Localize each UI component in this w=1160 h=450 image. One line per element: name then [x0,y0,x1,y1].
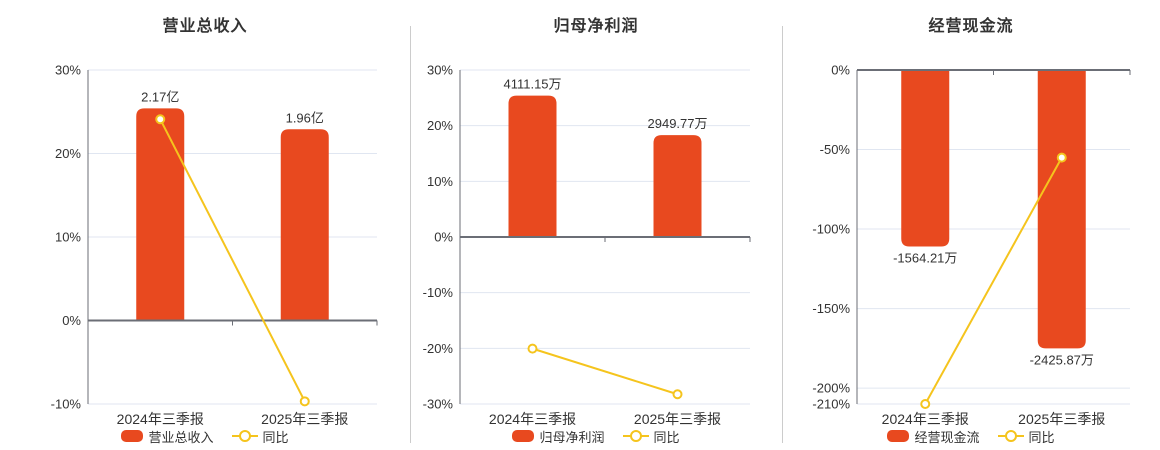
y-tick-label: 30% [427,63,453,78]
x-category-label: 2025年三季报 [261,411,348,427]
y-tick-label: 20% [427,118,453,133]
revenue-chart-panel: 营业总收入 30% 20% 10% 0% -10% 2.17亿 1.96亿 2024年三季报 2… [0,0,410,450]
bar-series-label: 归母净利润 [539,429,605,445]
y-tick-label: 20% [55,146,81,161]
line-series-marker-icon [622,430,649,443]
yoy-line [159,118,306,402]
x-category-label: 2024年三季报 [882,411,969,427]
line-series-label: 同比 [262,429,289,445]
yoy-line-point[interactable] [672,389,683,400]
bar-2024年三季报[interactable] [508,95,557,238]
bar-value-label: 4111.15万 [503,77,561,92]
y-tick-label: 30% [55,63,81,78]
y-tick-label: -210% [812,397,850,412]
legend-item-line-series[interactable]: 同比 [997,427,1055,446]
y-tick-label: 10% [55,230,81,245]
x-category-label: 2025年三季报 [1018,411,1105,427]
bar-series-swatch [887,430,910,442]
y-tick-label: -50% [820,142,851,157]
bar-2025年三季报[interactable] [653,135,702,237]
net-profit-chart-title: 归母净利润 [553,18,639,35]
bar-2024年三季报[interactable] [901,70,950,247]
cash-flow-chart-legend: 经营现金流 同比 [782,427,1160,445]
yoy-line-point[interactable] [920,399,931,409]
y-tick-label: -20% [423,341,454,356]
bar-value-label: 1.96亿 [286,110,324,125]
bar-value-label: -1564.21万 [893,251,957,266]
y-tick-label: 10% [427,174,453,189]
y-tick-label: 0% [62,313,81,328]
y-tick-label: -30% [423,397,454,412]
y-tick-label: -10% [51,397,82,412]
bar-2024年三季报[interactable] [136,108,185,321]
yoy-line-point[interactable] [155,114,166,125]
bar-2025年三季报[interactable] [1037,70,1086,349]
legend-item-bar-series[interactable]: 归母净利润 [512,427,605,446]
legend-item-bar-series[interactable]: 经营现金流 [887,427,980,446]
revenue-chart-plot: 30% 20% 10% 0% -10% 2.17亿 1.96亿 2024年三季报 2025年三季… [51,63,378,427]
legend-item-line-series[interactable]: 同比 [622,427,680,446]
bar-series-swatch [512,430,535,442]
cash-flow-chart-plot: 0% -50% -100% -150% -200%-210% -1564.21万 -2425… [812,63,1131,427]
bar-series-swatch [121,430,144,442]
bar-series-label: 营业总收入 [148,429,214,445]
y-tick-label: -100% [812,222,850,237]
yoy-line-point[interactable] [527,343,538,354]
legend-item-line-series[interactable]: 同比 [231,427,289,446]
y-tick-label: 0% [434,230,453,245]
yoy-line-point[interactable] [299,396,310,407]
line-series-label: 同比 [653,429,680,445]
net-profit-chart-legend: 归母净利润 同比 [410,427,782,445]
legend-item-bar-series[interactable]: 营业总收入 [121,427,214,446]
bar-value-label: 2949.77万 [648,116,708,131]
y-tick-label: -150% [812,301,850,316]
yoy-line [924,157,1063,405]
net-profit-chart-panel: 归母净利润 30% 20% 10% 0% -10% -20% -30% 4111.15万 294… [410,0,782,450]
line-series-marker-icon [231,430,258,443]
bar-series-label: 经营现金流 [914,429,980,445]
x-category-label: 2024年三季报 [489,411,576,427]
bar-value-label: 2.17亿 [141,89,179,104]
yoy-line-point[interactable] [1056,152,1067,163]
bar-value-label: -2425.87万 [1030,352,1094,367]
bar-2025年三季报[interactable] [280,129,329,321]
revenue-chart-legend: 营业总收入 同比 [0,427,410,445]
y-tick-label: -200% [812,381,850,396]
revenue-chart-title: 营业总收入 [162,18,248,35]
yoy-line [532,347,678,396]
panel-divider [410,26,411,443]
panel-divider [782,26,783,443]
line-series-label: 同比 [1028,429,1055,445]
x-category-label: 2025年三季报 [634,411,721,427]
net-profit-chart-plot: 30% 20% 10% 0% -10% -20% -30% 4111.15万 2949.77万 2… [423,63,751,427]
cash-flow-chart-panel: 经营现金流 0% -50% -100% -150% -200% -210% -1564.21… [782,0,1160,450]
line-series-marker-icon [997,430,1024,443]
x-category-label: 2024年三季报 [117,411,204,427]
y-tick-label: 0% [831,63,850,78]
cash-flow-chart-title: 经营现金流 [928,18,1014,35]
y-tick-label: -10% [423,285,454,300]
